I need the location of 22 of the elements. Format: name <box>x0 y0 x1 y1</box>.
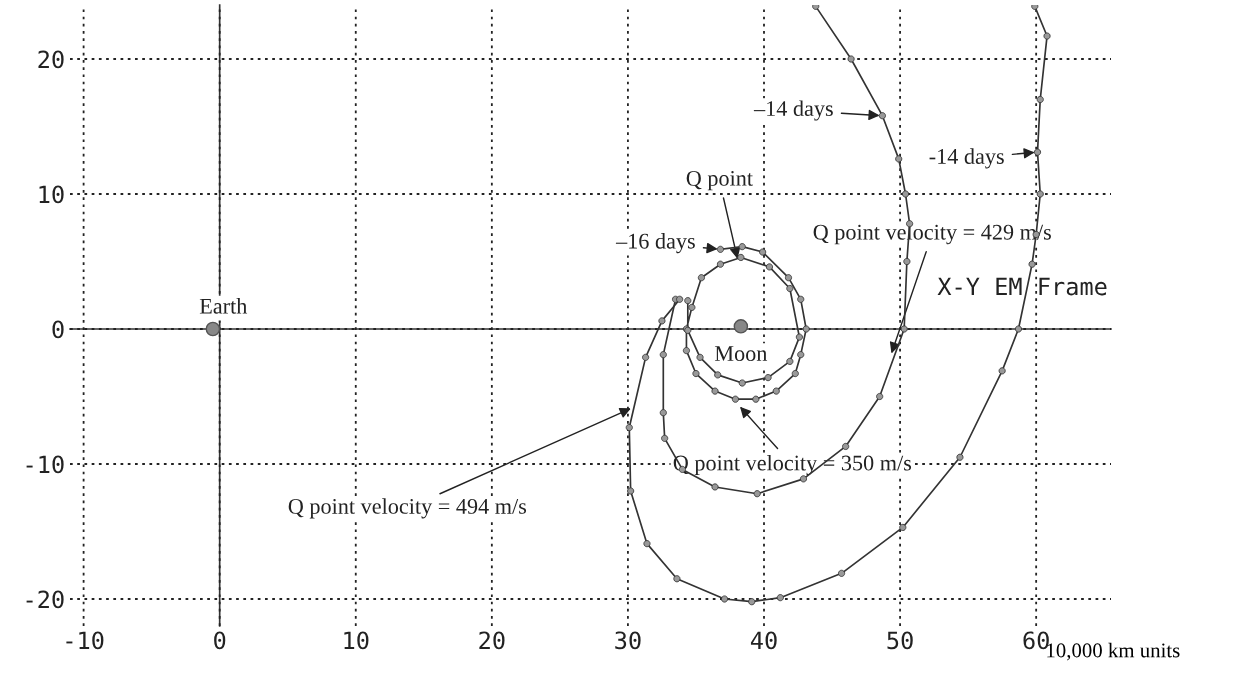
x-tick-label: 0 <box>214 631 226 650</box>
y-tick-label: 10 <box>39 185 64 204</box>
x-tick-label: 10 <box>344 631 369 650</box>
x-tick-label: 40 <box>750 631 777 650</box>
annotation: Moon <box>714 346 768 362</box>
x-axis-title: 10,000 km units <box>1047 642 1180 661</box>
y-tick-label: -20 <box>26 590 64 609</box>
annotation: Q point velocity = 494 m/s <box>288 498 527 519</box>
annotation: –16 days <box>615 232 695 254</box>
annotation: X-Y EM Frame <box>937 277 1107 296</box>
x-tick-label: 60 <box>1023 631 1049 650</box>
y-tick-label: 0 <box>52 320 64 339</box>
annotation: –14 days <box>753 100 833 121</box>
x-tick-label: 50 <box>887 631 913 650</box>
x-tick-label: -10 <box>66 631 104 650</box>
y-tick-label: -10 <box>26 455 64 474</box>
y-tick-label: 20 <box>38 50 64 69</box>
annotation: Earth <box>199 298 248 314</box>
x-tick-label: 20 <box>479 631 505 650</box>
x-tick-label: 30 <box>615 631 641 650</box>
annotation: Q point <box>686 170 753 191</box>
annotation: -14 days <box>929 148 1004 169</box>
